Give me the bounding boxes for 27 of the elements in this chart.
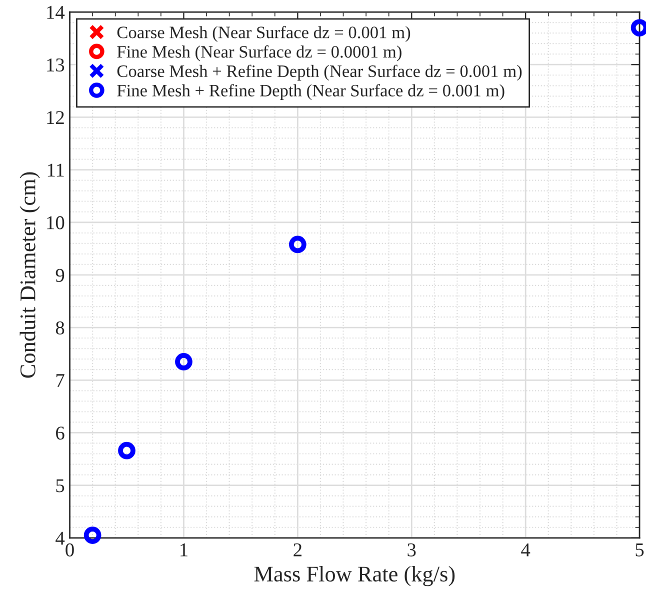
x-tick-label: 2 [294,543,302,556]
y-tick-label: 8 [56,321,64,334]
y-tick-label: 6 [56,426,64,440]
legend-label: Fine Mesh + Refine Depth (Near Surface dz = 0.001 m) [117,84,504,100]
point [84,526,102,544]
y-tick-label: 7 [56,374,64,387]
legend-label: Coarse Mesh (Near Surface dz = 0.001 m) [117,26,410,42]
y-tick-label: 13 [47,58,64,72]
y-tick-label: 12 [47,111,64,124]
x-axis-title: Mass Flow Rate (kg/s) [254,566,455,586]
x-tick-label: 1 [180,543,188,556]
x-tick-label: 4 [521,543,530,556]
point [175,353,192,370]
legend-label: Coarse Mesh + Refine Depth (Near Surface dz = 0.001 m) [117,64,522,81]
y-tick-label: 14 [47,6,65,19]
x-tick-label: 0 [66,543,74,556]
y-tick-label: 11 [48,164,64,177]
y-tick-label: 5 [56,479,64,492]
x-tick-label: 3 [408,543,416,556]
y-tick-label: 9 [56,268,64,282]
point [118,442,136,460]
legend-label: Fine Mesh (Near Surface dz = 0.0001 m) [117,45,402,62]
y-tick-label: 4 [56,532,65,545]
y-axis-title: Conduit Diameter (cm) [20,172,40,378]
x-tick-label: 5 [636,544,644,556]
point [288,236,306,254]
y-tick-label: 10 [47,216,64,230]
